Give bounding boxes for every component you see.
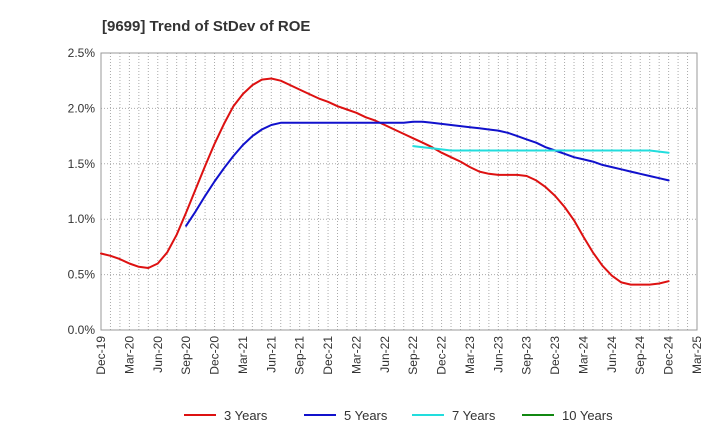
legend: 3 Years 5 Years 7 Years 10 Years	[184, 408, 613, 423]
y-tick-label: 1.0%	[68, 212, 96, 226]
x-tick-label: Jun-22	[378, 336, 392, 373]
x-tick-label: Mar-23	[463, 336, 477, 374]
series-line	[185, 120, 670, 227]
x-tick-label: Sep-23	[520, 336, 534, 375]
legend-label: 10 Years	[562, 408, 613, 423]
x-tick-label: Jun-20	[151, 336, 165, 373]
x-tick-label: Mar-21	[236, 336, 250, 374]
x-tick-label: Jun-24	[605, 336, 619, 373]
legend-label: 7 Years	[452, 408, 496, 423]
x-tick-label: Dec-20	[208, 336, 222, 375]
grid	[100, 52, 698, 331]
plot-area	[100, 52, 698, 331]
x-tick-label: Mar-20	[122, 336, 136, 374]
legend-label: 3 Years	[224, 408, 268, 423]
x-tick-label: Mar-25	[690, 336, 704, 374]
legend-label: 5 Years	[344, 408, 388, 423]
x-tick-label: Jun-21	[264, 336, 278, 373]
y-tick-label: 1.5%	[68, 157, 96, 171]
y-tick-label: 0.0%	[68, 323, 96, 337]
y-tick-label: 2.5%	[68, 46, 96, 60]
x-tick-label: Dec-19	[94, 336, 108, 375]
series-line	[100, 77, 670, 286]
x-tick-label: Mar-24	[576, 336, 590, 374]
x-tick-label: Sep-24	[633, 336, 647, 375]
x-tick-label: Dec-24	[662, 336, 676, 375]
x-tick-label: Sep-22	[406, 336, 420, 375]
x-tick-label: Sep-20	[179, 336, 193, 375]
x-tick-label: Dec-21	[321, 336, 335, 375]
series-line	[412, 145, 670, 154]
y-axis-ticks: 0.0% 0.5% 1.0% 1.5% 2.0% 2.5%	[68, 46, 96, 337]
x-tick-label: Mar-22	[349, 336, 363, 374]
y-tick-label: 0.5%	[68, 268, 96, 282]
chart-title: [9699] Trend of StDev of ROE	[102, 18, 310, 35]
x-tick-label: Dec-23	[548, 336, 562, 375]
x-axis-ticks: Dec-19 Mar-20 Jun-20 Sep-20 Dec-20 Mar-21 Jun-…	[94, 336, 704, 375]
x-tick-label: Jun-23	[491, 336, 505, 373]
series-layer	[100, 77, 670, 286]
y-tick-label: 2.0%	[68, 101, 96, 115]
x-tick-label: Sep-21	[293, 336, 307, 375]
x-tick-label: Dec-22	[435, 336, 449, 375]
